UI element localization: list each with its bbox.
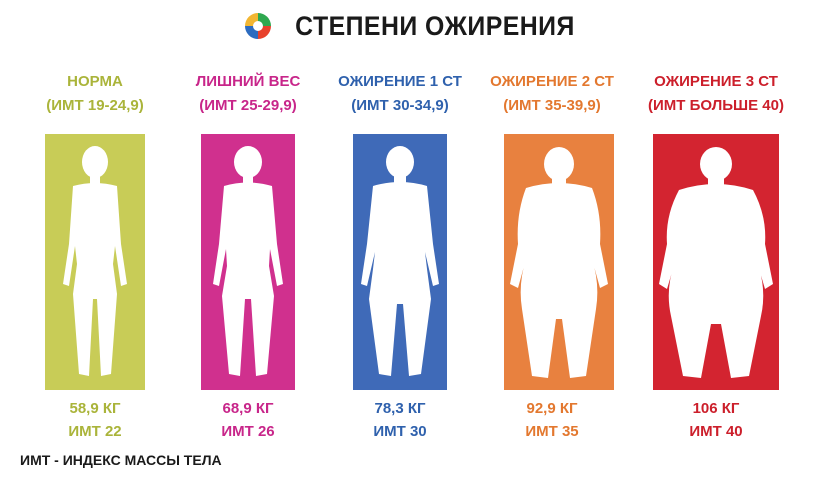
category-label: ОЖИРЕНИЕ 1 СТ (338, 73, 462, 90)
category-bmi-range: (ИМТ 25-29,9) (199, 97, 297, 114)
body-silhouette-icon (201, 134, 295, 390)
category-stats: 106 КГ ИМТ 40 (641, 397, 791, 443)
silhouette-panel (201, 134, 295, 390)
weight-value: 92,9 КГ (526, 400, 578, 417)
silhouette-panel (504, 134, 614, 390)
bmi-value: ИМТ 22 (68, 423, 122, 440)
header: СТЕПЕНИ ОЖИРЕНИЯ (0, 8, 830, 44)
category-overweight: ЛИШНИЙ ВЕС (ИМТ 25-29,9) 68,9 КГ ИМТ 26 (173, 70, 323, 440)
category-stats: 58,9 КГ ИМТ 22 (20, 397, 170, 443)
silhouette-panel (353, 134, 447, 390)
category-label: ОЖИРЕНИЕ 3 СТ (654, 73, 778, 90)
bmi-value: ИМТ 26 (221, 423, 275, 440)
bmi-value: ИМТ 30 (373, 423, 427, 440)
category-obesity-3: ОЖИРЕНИЕ 3 СТ (ИМТ БОЛЬШЕ 40) 106 КГ ИМТ… (641, 70, 791, 440)
body-silhouette-icon (653, 134, 779, 390)
category-stats: 78,3 КГ ИМТ 30 (325, 397, 475, 443)
page-title: СТЕПЕНИ ОЖИРЕНИЯ (295, 10, 575, 41)
category-bmi-range: (ИМТ БОЛЬШЕ 40) (648, 97, 784, 114)
footnote: ИМТ - ИНДЕКС МАССЫ ТЕЛА (20, 452, 222, 468)
category-label: ОЖИРЕНИЕ 2 СТ (490, 73, 614, 90)
category-label: НОРМА (67, 73, 123, 90)
bmi-value: ИМТ 40 (689, 423, 743, 440)
body-silhouette-icon (353, 134, 447, 390)
category-normal: НОРМА (ИМТ 19-24,9) 58,9 КГ ИМТ 22 (20, 70, 170, 440)
category-label: ЛИШНИЙ ВЕС (195, 73, 301, 90)
category-bmi-range: (ИМТ 35-39,9) (503, 97, 601, 114)
body-silhouette-icon (45, 134, 145, 390)
body-silhouette-icon (504, 134, 614, 390)
weight-value: 78,3 КГ (374, 400, 426, 417)
category-bmi-range: (ИМТ 30-34,9) (351, 97, 449, 114)
weight-value: 58,9 КГ (69, 400, 121, 417)
weight-value: 68,9 КГ (222, 400, 274, 417)
swirl-logo-icon (245, 13, 272, 39)
category-stats: 68,9 КГ ИМТ 26 (173, 397, 323, 443)
category-obesity-1: ОЖИРЕНИЕ 1 СТ (ИМТ 30-34,9) 78,3 КГ ИМТ … (325, 70, 475, 440)
silhouette-panel (653, 134, 779, 390)
category-obesity-2: ОЖИРЕНИЕ 2 СТ (ИМТ 35-39,9) 92,9 КГ ИМТ … (477, 70, 627, 440)
weight-value: 106 КГ (692, 400, 740, 417)
silhouette-panel (45, 134, 145, 390)
category-bmi-range: (ИМТ 19-24,9) (46, 97, 144, 114)
bmi-value: ИМТ 35 (525, 423, 579, 440)
category-stats: 92,9 КГ ИМТ 35 (477, 397, 627, 443)
